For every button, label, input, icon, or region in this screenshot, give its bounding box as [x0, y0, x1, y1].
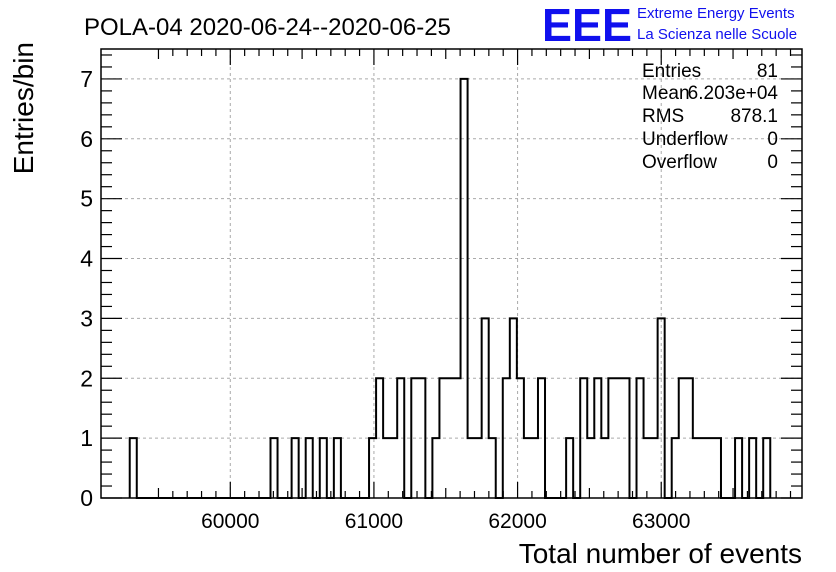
eee-logo-line1: Extreme Energy Events: [637, 5, 795, 22]
stats-underflow-label: Underflow: [642, 129, 728, 150]
stats-underflow-value: 0: [767, 129, 778, 150]
chart-title: POLA-04 2020-06-24--2020-06-25: [84, 14, 451, 41]
stats-overflow-label: Overflow: [642, 152, 717, 173]
axis-ticks: [101, 49, 802, 499]
stats-entries-label: Entries: [642, 61, 701, 82]
eee-logo: EEE Extreme Energy Events La Scienza nel…: [542, 0, 797, 51]
y-tick-labels: 0 1 2 3 4 5 6 7: [80, 66, 93, 511]
eee-logo-mark: EEE: [542, 0, 632, 51]
x-tick-label-3: 63000: [632, 510, 690, 533]
stats-rms-value: 878.1: [730, 106, 778, 127]
x-axis-label: Total number of events: [519, 538, 802, 569]
grid-lines: [101, 49, 802, 498]
plot-frame: [100, 48, 803, 499]
y-axis-label: Entries/bin: [8, 42, 39, 174]
eee-logo-line2: La Scienza nelle Scuole: [637, 26, 797, 43]
x-tick-label-0: 60000: [201, 510, 259, 533]
y-tick-label-1: 1: [80, 425, 93, 451]
y-tick-label-3: 3: [80, 305, 93, 331]
y-tick-label-2: 2: [80, 365, 93, 391]
y-tick-label-0: 0: [80, 485, 93, 511]
stats-overflow-value: 0: [767, 152, 778, 173]
y-tick-label-7: 7: [80, 66, 93, 92]
stats-mean-label: Mean: [642, 83, 690, 104]
x-tick-labels: 60000 61000 62000 63000: [201, 510, 690, 533]
x-tick-label-2: 62000: [488, 510, 546, 533]
stats-rms-label: RMS: [642, 106, 684, 127]
y-tick-label-4: 4: [80, 246, 93, 272]
y-tick-label-5: 5: [80, 186, 93, 212]
stats-entries-value: 81: [757, 61, 778, 82]
stats-mean-value: 6.203e+04: [688, 83, 779, 104]
stats-box: Entries 81 Mean 6.203e+04 RMS 878.1 Unde…: [642, 61, 778, 173]
y-tick-label-6: 6: [80, 126, 93, 152]
x-tick-label-1: 61000: [345, 510, 403, 533]
